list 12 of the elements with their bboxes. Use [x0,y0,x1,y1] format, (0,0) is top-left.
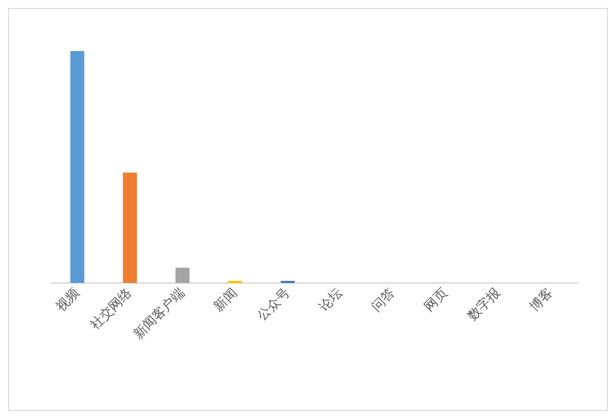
bar [70,51,84,283]
x-tick-label: 公众号 [254,286,294,324]
x-tick-label: 问答 [369,286,398,315]
bar [176,268,190,283]
bar [122,172,137,283]
x-tick-label: 新闻 [211,286,240,315]
x-tick-label: 视频 [54,286,83,315]
x-tick-label: 论坛 [316,286,346,315]
x-tick-label: 数字报 [464,284,504,324]
x-tick-label: 网页 [422,286,451,315]
x-tick-label: 新闻客户端 [130,284,188,342]
x-tick-label: 博客 [526,284,556,315]
